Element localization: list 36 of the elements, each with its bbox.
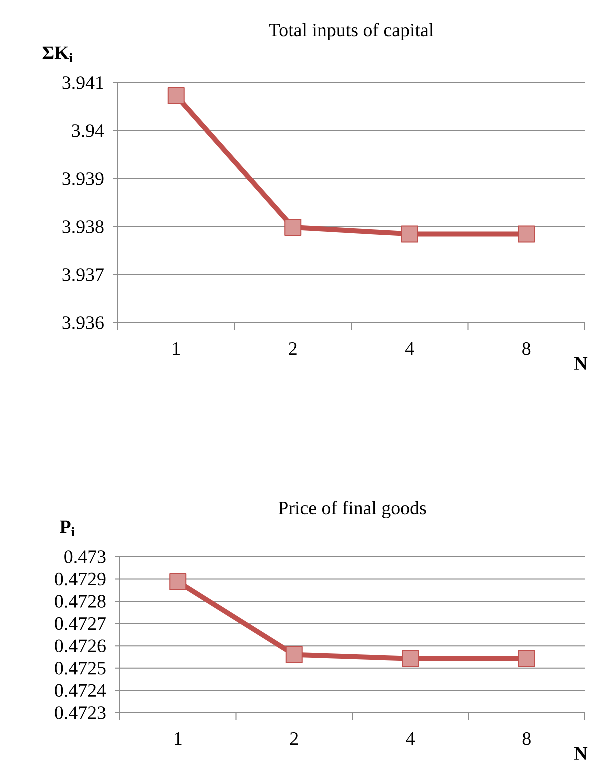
y-tick-label: 0.4728 — [55, 595, 106, 608]
x-tick-label: 4 — [406, 342, 414, 355]
y-tick-label: 0.4727 — [55, 617, 106, 630]
y-tick-label: 0.4723 — [55, 706, 106, 720]
chart-title: Price of final goods — [278, 501, 426, 519]
y-axis-title: P$_{i}$ — [60, 520, 75, 536]
x-tick-label: 8 — [522, 342, 531, 356]
x-tick-label: 2 — [289, 342, 297, 356]
y-tick-label: 3.936 — [62, 316, 104, 330]
x-axis-title: N — [574, 748, 588, 760]
x-tick-label: 1 — [175, 732, 182, 745]
y-tick-label: 3.94 — [72, 124, 104, 138]
x-axis-title: N — [574, 358, 588, 370]
y-tick-label: 0.4725 — [55, 662, 106, 675]
point — [401, 226, 418, 243]
y-tick-label: 3.941 — [62, 76, 104, 90]
point — [286, 646, 303, 664]
point — [402, 650, 420, 668]
y-tick-label: 3.938 — [62, 220, 104, 234]
point — [518, 650, 536, 668]
y-tick-label: 0.473 — [64, 550, 106, 564]
point — [170, 573, 187, 590]
chart-title: Total inputs of capital — [269, 23, 434, 41]
x-tick-label: 4 — [406, 732, 416, 745]
y-tick-label: 3.937 — [62, 268, 104, 282]
y-tick-label: 0.4729 — [55, 572, 106, 586]
y-tick-label: 3.939 — [62, 172, 104, 186]
point — [518, 226, 536, 243]
y-tick-label: 0.4724 — [55, 684, 106, 698]
x-tick-label: 2 — [290, 732, 298, 746]
x-tick-label: 8 — [522, 732, 531, 746]
point — [284, 218, 302, 236]
point — [168, 87, 185, 104]
y-axis-title: ΣK$_{i}$ — [42, 46, 73, 62]
x-tick-label: 1 — [173, 342, 180, 355]
y-tick-label: 0.4726 — [55, 640, 106, 653]
